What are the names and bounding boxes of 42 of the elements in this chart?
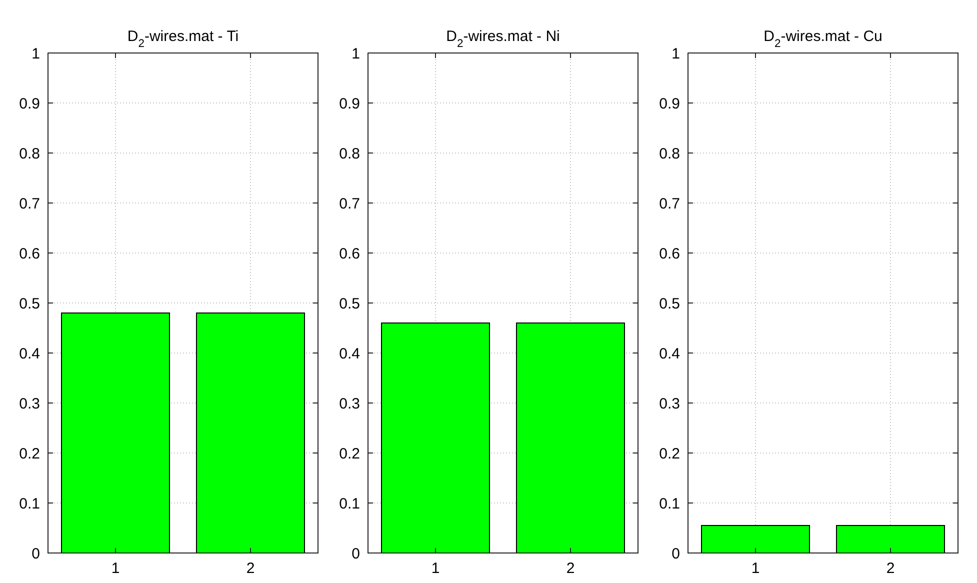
y-tick-label: 0.3 (19, 395, 40, 412)
y-tick-label: 0.2 (19, 445, 40, 462)
y-tick-label: 0.8 (339, 145, 360, 162)
y-tick-label: 0.1 (339, 495, 360, 512)
chart-title: D$_{2}$-wires.mat - Ni (446, 28, 560, 50)
y-tick-label: 0 (32, 545, 40, 562)
y-tick-label: 0.9 (339, 95, 360, 112)
y-tick-label: 0.6 (19, 245, 40, 262)
y-tick-label: 0 (672, 545, 680, 562)
y-tick-label: 0.9 (19, 95, 40, 112)
x-tick-label: 1 (751, 560, 760, 577)
x-tick-label: 2 (886, 560, 895, 577)
x-tick-label: 1 (111, 560, 120, 577)
y-tick-label: 1 (672, 45, 680, 62)
y-tick-label: 1 (32, 45, 40, 62)
y-tick-label: 0 (352, 545, 360, 562)
y-tick-label: 0.3 (339, 395, 360, 412)
y-tick-label: 0.4 (19, 345, 40, 362)
y-tick-label: 0.3 (659, 395, 680, 412)
y-tick-label: 1 (352, 45, 360, 62)
x-tick-label: 2 (246, 560, 255, 577)
y-tick-label: 0.8 (19, 145, 40, 162)
y-tick-label: 0.8 (659, 145, 680, 162)
y-tick-label: 0.6 (339, 245, 360, 262)
y-tick-label: 0.5 (659, 295, 680, 312)
x-tick-label: 1 (431, 560, 440, 577)
y-tick-label: 0.7 (659, 195, 680, 212)
y-tick-label: 0.4 (339, 345, 360, 362)
x-tick-label: 2 (566, 560, 575, 577)
y-tick-label: 0.1 (19, 495, 40, 512)
y-tick-label: 0.2 (339, 445, 360, 462)
y-tick-label: 0.2 (659, 445, 680, 462)
chart-title: D$_{2}$-wires.mat - Ti (127, 28, 239, 50)
y-tick-label: 0.5 (339, 295, 360, 312)
y-tick-label: 0.9 (659, 95, 680, 112)
y-tick-label: 0.5 (19, 295, 40, 312)
y-tick-label: 0.4 (659, 345, 680, 362)
y-tick-label: 0.7 (339, 195, 360, 212)
chart-title: D$_{2}$-wires.mat - Cu (764, 28, 882, 50)
y-tick-label: 0.7 (19, 195, 40, 212)
y-tick-label: 0.6 (659, 245, 680, 262)
y-tick-label: 0.1 (659, 495, 680, 512)
